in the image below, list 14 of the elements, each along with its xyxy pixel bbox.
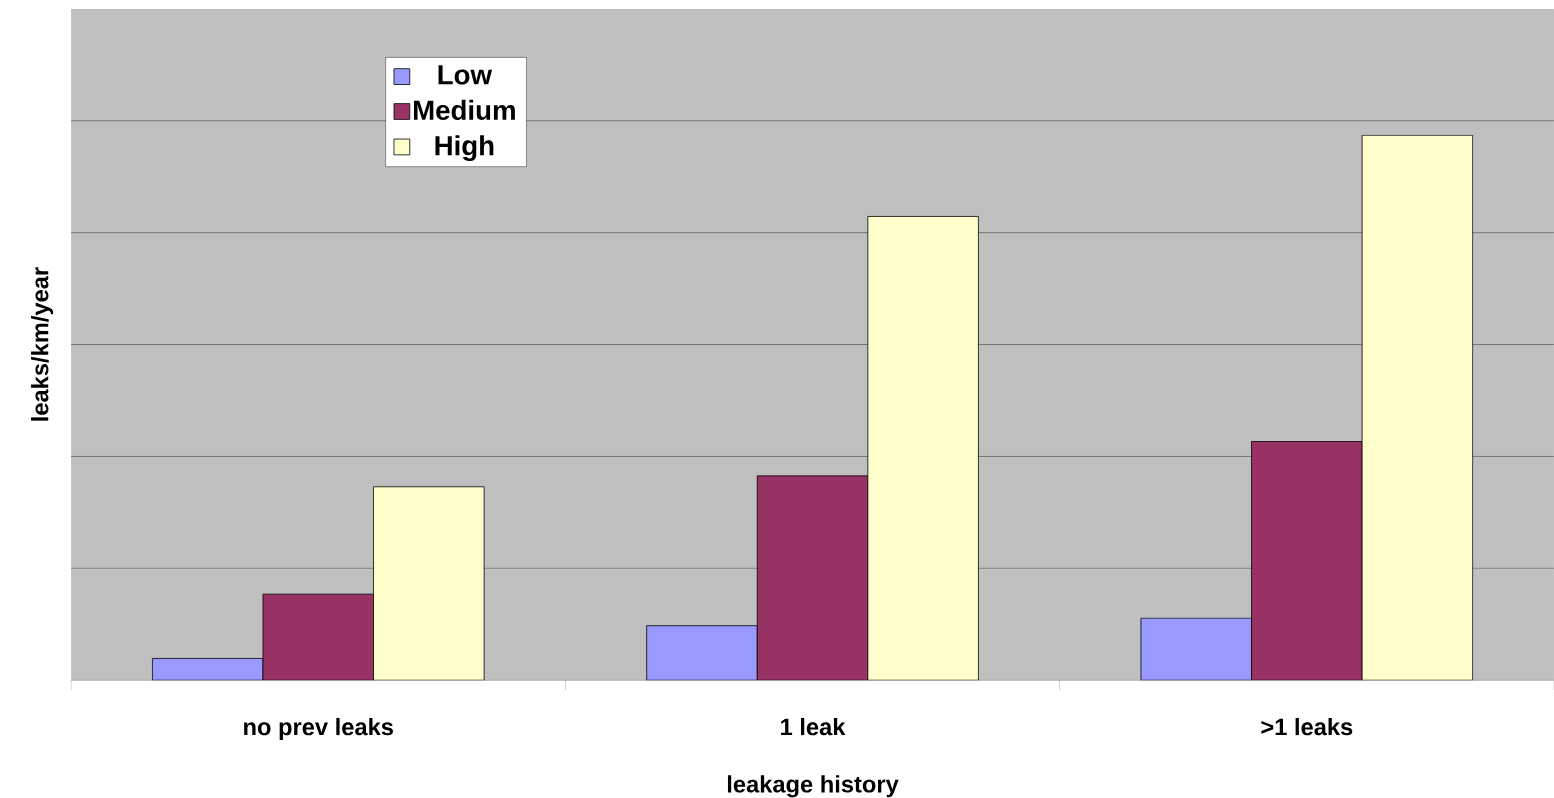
legend-label: High bbox=[435, 135, 494, 162]
y-axis-title: leaks/km/year bbox=[31, 267, 54, 421]
x-tick-label: no prev leaks bbox=[244, 718, 393, 741]
bar bbox=[756, 475, 869, 681]
bar bbox=[1251, 441, 1363, 681]
x-tick-label: >1 leaks bbox=[1261, 718, 1353, 736]
x-tick-label: 1 leak bbox=[781, 718, 846, 736]
x-axis-title: leakage history bbox=[727, 775, 899, 798]
bar bbox=[1140, 617, 1252, 681]
legend-label: Low bbox=[438, 65, 493, 85]
legend-label: Medium bbox=[413, 99, 515, 121]
bar bbox=[262, 593, 374, 681]
bar bbox=[646, 625, 758, 681]
bar bbox=[151, 658, 264, 681]
